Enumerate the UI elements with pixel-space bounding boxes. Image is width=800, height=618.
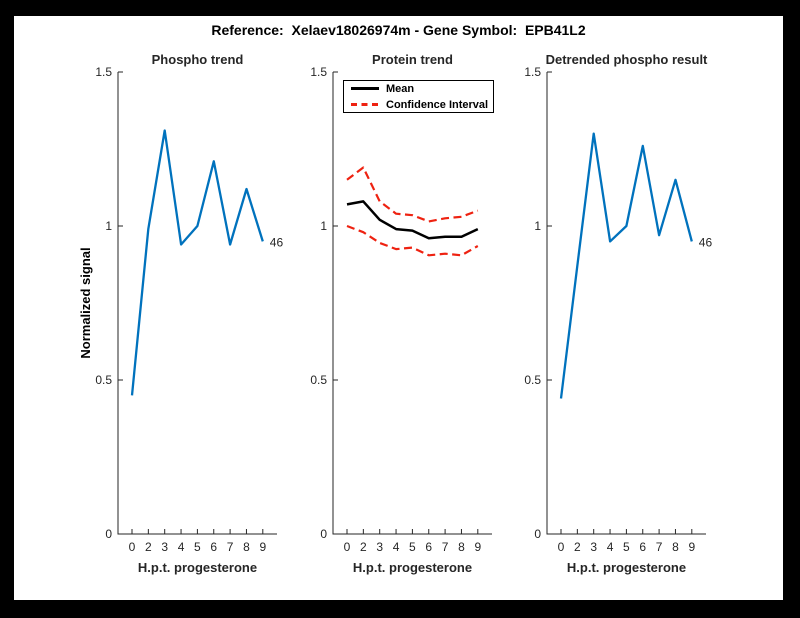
legend-confidence-interval-line-sample <box>351 103 379 106</box>
x-tick-label: 5 <box>623 540 630 554</box>
x-tick-label: 8 <box>672 540 679 554</box>
x-tick-label: 8 <box>458 540 465 554</box>
series-end-label: 46 <box>699 235 713 249</box>
x-tick-label: 5 <box>409 540 416 554</box>
x-tick-label: 5 <box>194 540 201 554</box>
y-tick-label: 0.5 <box>95 373 112 387</box>
x-tick-label: 6 <box>210 540 217 554</box>
x-tick-label: 0 <box>129 540 136 554</box>
y-tick-label: 0 <box>105 527 112 541</box>
x-tick-label: 3 <box>161 540 168 554</box>
x-tick-label: 4 <box>393 540 400 554</box>
series-end-label: 46 <box>270 235 284 249</box>
x-tick-label: 3 <box>376 540 383 554</box>
legend-mean-label: Mean <box>386 82 415 95</box>
x-tick-label: 3 <box>590 540 597 554</box>
chart-title: Protein trend <box>372 52 453 67</box>
figure-canvas: Reference: Xelaev18026974m - Gene Symbol… <box>14 16 783 600</box>
legend-mean-line-sample <box>351 87 379 90</box>
x-axis-label: H.p.t. progesterone <box>567 560 686 575</box>
legend-confidence-interval-label: Confidence Interval <box>386 98 489 111</box>
x-tick-label: 7 <box>227 540 234 554</box>
y-tick-label: 1 <box>320 219 327 233</box>
series-line-ci-upper <box>346 166 479 223</box>
x-tick-label: 2 <box>574 540 581 554</box>
x-axis-label: H.p.t. progesterone <box>138 560 257 575</box>
x-tick-label: 8 <box>243 540 250 554</box>
x-tick-label: 0 <box>558 540 565 554</box>
y-tick-label: 0 <box>320 527 327 541</box>
y-tick-label: 0.5 <box>310 373 327 387</box>
series-line-detrended <box>559 132 693 399</box>
x-tick-label: 9 <box>259 540 266 554</box>
x-tick-label: 4 <box>178 540 185 554</box>
series-line-mean <box>346 200 479 240</box>
x-tick-label: 4 <box>607 540 614 554</box>
series-line-ci-lower <box>346 224 479 257</box>
y-tick-label: 1.5 <box>95 65 112 79</box>
x-tick-label: 2 <box>145 540 152 554</box>
series-line-phospho <box>130 129 264 396</box>
x-axis-label: H.p.t. progesterone <box>353 560 472 575</box>
y-tick-label: 0.5 <box>524 373 541 387</box>
axis-spines <box>546 72 706 535</box>
y-tick-label: 1.5 <box>310 65 327 79</box>
legend-row-mean: Mean <box>351 82 493 95</box>
x-tick-label: 7 <box>656 540 663 554</box>
legend-row-confidence-interval: Confidence Interval <box>351 98 493 111</box>
y-tick-label: 1.5 <box>524 65 541 79</box>
legend: Mean Confidence Interval <box>343 80 494 113</box>
y-tick-label: 0 <box>534 527 541 541</box>
x-tick-label: 7 <box>442 540 449 554</box>
chart-title: Detrended phospho result <box>546 52 708 67</box>
figure-title: Reference: Xelaev18026974m - Gene Symbol… <box>211 22 586 38</box>
x-tick-label: 2 <box>360 540 367 554</box>
x-tick-label: 0 <box>344 540 351 554</box>
x-tick-label: 6 <box>639 540 646 554</box>
axis-spines <box>332 72 492 535</box>
y-tick-label: 1 <box>105 219 112 233</box>
x-tick-label: 6 <box>425 540 432 554</box>
chart-title: Phospho trend <box>152 52 244 67</box>
y-tick-label: 1 <box>534 219 541 233</box>
x-tick-label: 9 <box>474 540 481 554</box>
x-tick-label: 9 <box>688 540 695 554</box>
